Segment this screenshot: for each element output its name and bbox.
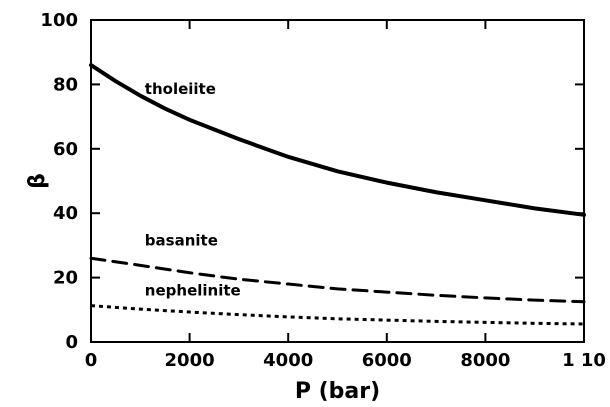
y-tick-label: 20: [53, 268, 78, 289]
x-tick-label: 6000: [362, 350, 412, 371]
x-tick-label: 0: [85, 350, 98, 371]
y-tick-label: 60: [53, 139, 78, 160]
series-line-nephelinite: [90, 304, 585, 326]
series-line-tholeiite: [89, 63, 586, 217]
x-tick-label: 4000: [263, 350, 313, 371]
y-axis-label: β: [25, 173, 50, 189]
y-tick-label: 40: [53, 203, 78, 224]
y-axis-ticks: 0 20 40 60 80 100: [40, 10, 584, 353]
series-layer: [89, 63, 586, 326]
series-label-tholeiite: tholeiite: [145, 80, 216, 98]
x-tick-label: 1 10: [562, 350, 606, 371]
y-tick-label: 80: [53, 74, 78, 95]
plot-frame: [90, 19, 585, 343]
x-tick-label: 8000: [460, 350, 510, 371]
annotation-layer: tholeiite basanite nephelinite: [145, 80, 241, 299]
y-tick-label: 0: [65, 332, 78, 353]
series-line-basanite: [89, 256, 586, 304]
y-tick-label: 100: [40, 10, 78, 31]
series-label-basanite: basanite: [145, 231, 218, 249]
x-axis-label: P (bar): [295, 379, 380, 404]
x-tick-label: 2000: [165, 350, 215, 371]
series-label-nephelinite: nephelinite: [145, 281, 241, 299]
